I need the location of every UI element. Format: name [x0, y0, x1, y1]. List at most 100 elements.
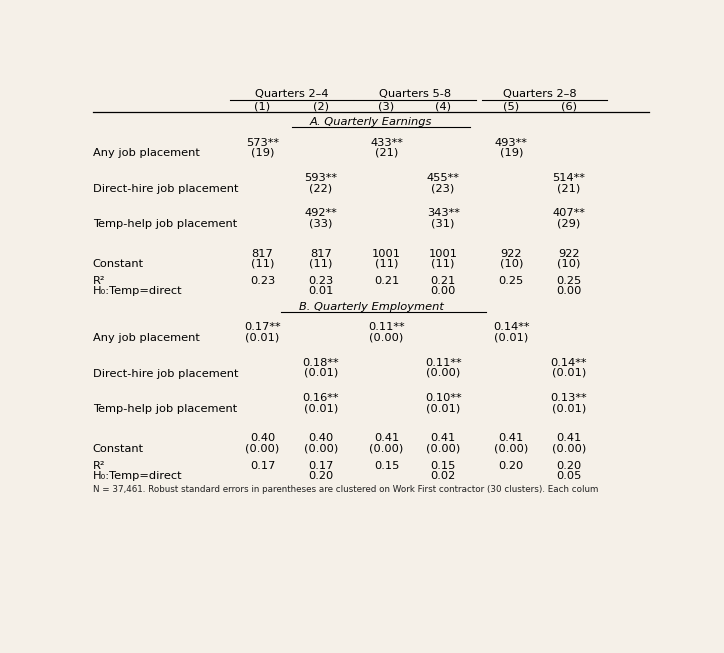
Text: (19): (19): [251, 148, 274, 157]
Text: (29): (29): [557, 219, 581, 229]
Text: (0.00): (0.00): [369, 443, 404, 453]
Text: 1001: 1001: [429, 249, 458, 259]
Text: (0.01): (0.01): [552, 368, 586, 378]
Text: 0.41: 0.41: [556, 434, 581, 443]
Text: 407**: 407**: [552, 208, 585, 219]
Text: (11): (11): [309, 259, 332, 268]
Text: Direct-hire job placement: Direct-hire job placement: [93, 369, 238, 379]
Text: 1001: 1001: [372, 249, 401, 259]
Text: B. Quarterly Employment: B. Quarterly Employment: [298, 302, 444, 311]
Text: (10): (10): [500, 259, 523, 268]
Text: (0.00): (0.00): [494, 443, 529, 453]
Text: Temp-help job placement: Temp-help job placement: [93, 219, 237, 229]
Text: 514**: 514**: [552, 173, 585, 183]
Text: 0.40: 0.40: [250, 434, 275, 443]
Text: (0.00): (0.00): [426, 368, 460, 378]
Text: 0.11**: 0.11**: [369, 323, 405, 332]
Text: (21): (21): [557, 183, 581, 193]
Text: 0.20: 0.20: [556, 461, 581, 471]
Text: 0.21: 0.21: [431, 276, 455, 286]
Text: R²: R²: [93, 276, 105, 286]
Text: 0.10**: 0.10**: [425, 393, 461, 404]
Text: Quarters 2–4: Quarters 2–4: [255, 89, 329, 99]
Text: N = 37,461. Robust standard errors in parentheses are clustered on Work First co: N = 37,461. Robust standard errors in pa…: [93, 485, 598, 494]
Text: (22): (22): [309, 183, 332, 193]
Text: H₀:Temp=direct: H₀:Temp=direct: [93, 471, 182, 481]
Text: 0.23: 0.23: [308, 276, 333, 286]
Text: (0.01): (0.01): [494, 332, 529, 342]
Text: 0.17: 0.17: [308, 461, 333, 471]
Text: 0.00: 0.00: [431, 286, 456, 296]
Text: 817: 817: [310, 249, 332, 259]
Text: (4): (4): [435, 101, 451, 112]
Text: (1): (1): [255, 101, 271, 112]
Text: (0.01): (0.01): [245, 332, 279, 342]
Text: (11): (11): [432, 259, 455, 268]
Text: (2): (2): [313, 101, 329, 112]
Text: (0.01): (0.01): [552, 404, 586, 413]
Text: (0.01): (0.01): [303, 404, 338, 413]
Text: (33): (33): [309, 219, 332, 229]
Text: 433**: 433**: [370, 138, 403, 148]
Text: 0.18**: 0.18**: [303, 358, 339, 368]
Text: 0.01: 0.01: [308, 286, 333, 296]
Text: 0.20: 0.20: [308, 471, 333, 481]
Text: (3): (3): [379, 101, 395, 112]
Text: 0.25: 0.25: [499, 276, 524, 286]
Text: 0.02: 0.02: [431, 471, 455, 481]
Text: 0.15: 0.15: [374, 461, 399, 471]
Text: 817: 817: [252, 249, 274, 259]
Text: 0.00: 0.00: [556, 286, 581, 296]
Text: 0.41: 0.41: [431, 434, 455, 443]
Text: (31): (31): [432, 219, 455, 229]
Text: 0.14**: 0.14**: [493, 323, 529, 332]
Text: 0.16**: 0.16**: [303, 393, 339, 404]
Text: (11): (11): [251, 259, 274, 268]
Text: 0.13**: 0.13**: [550, 393, 587, 404]
Text: 0.23: 0.23: [250, 276, 275, 286]
Text: (0.00): (0.00): [426, 443, 460, 453]
Text: 0.05: 0.05: [556, 471, 581, 481]
Text: 0.25: 0.25: [556, 276, 581, 286]
Text: 343**: 343**: [426, 208, 460, 219]
Text: Any job placement: Any job placement: [93, 333, 200, 343]
Text: 922: 922: [558, 249, 579, 259]
Text: 0.11**: 0.11**: [425, 358, 461, 368]
Text: 0.41: 0.41: [499, 434, 524, 443]
Text: (0.01): (0.01): [426, 404, 460, 413]
Text: 573**: 573**: [246, 138, 279, 148]
Text: Any job placement: Any job placement: [93, 148, 200, 159]
Text: (21): (21): [375, 148, 398, 157]
Text: (5): (5): [503, 101, 519, 112]
Text: 0.21: 0.21: [374, 276, 399, 286]
Text: 0.17**: 0.17**: [244, 323, 281, 332]
Text: Constant: Constant: [93, 444, 144, 454]
Text: (6): (6): [560, 101, 577, 112]
Text: 0.20: 0.20: [499, 461, 524, 471]
Text: 0.40: 0.40: [308, 434, 333, 443]
Text: (10): (10): [557, 259, 581, 268]
Text: (0.00): (0.00): [245, 443, 279, 453]
Text: 922: 922: [500, 249, 522, 259]
Text: (0.00): (0.00): [552, 443, 586, 453]
Text: (23): (23): [432, 183, 455, 193]
Text: 0.41: 0.41: [374, 434, 399, 443]
Text: Quarters 2–8: Quarters 2–8: [503, 89, 577, 99]
Text: (0.01): (0.01): [303, 368, 338, 378]
Text: 0.17: 0.17: [250, 461, 275, 471]
Text: 0.15: 0.15: [431, 461, 456, 471]
Text: (0.00): (0.00): [369, 332, 404, 342]
Text: 493**: 493**: [495, 138, 528, 148]
Text: Direct-hire job placement: Direct-hire job placement: [93, 184, 238, 194]
Text: (0.00): (0.00): [303, 443, 338, 453]
Text: Constant: Constant: [93, 259, 144, 269]
Text: Quarters 5-8: Quarters 5-8: [379, 89, 451, 99]
Text: 593**: 593**: [304, 173, 337, 183]
Text: 455**: 455**: [426, 173, 460, 183]
Text: 492**: 492**: [304, 208, 337, 219]
Text: (11): (11): [375, 259, 398, 268]
Text: H₀:Temp=direct: H₀:Temp=direct: [93, 286, 182, 296]
Text: (19): (19): [500, 148, 523, 157]
Text: A. Quarterly Earnings: A. Quarterly Earnings: [310, 117, 432, 127]
Text: R²: R²: [93, 461, 105, 471]
